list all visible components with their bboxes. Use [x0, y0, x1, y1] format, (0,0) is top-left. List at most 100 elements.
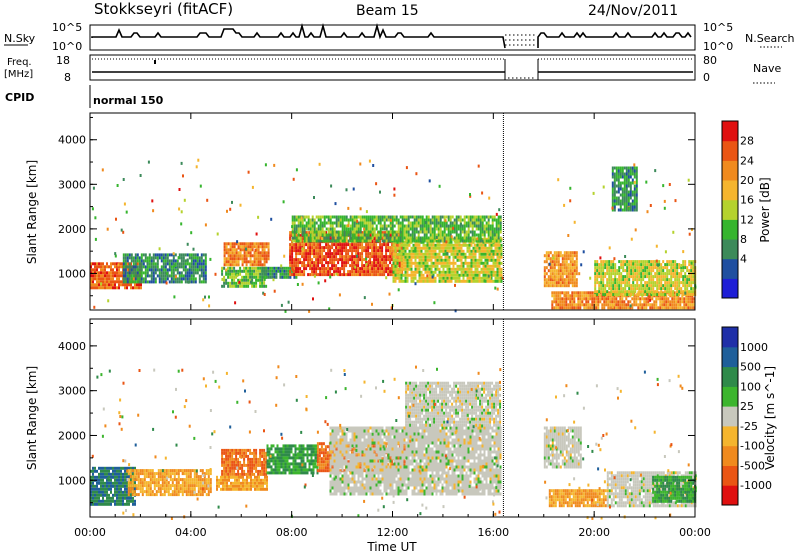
range-cell — [180, 222, 183, 226]
range-cell — [104, 277, 106, 281]
range-cell — [295, 246, 298, 250]
range-cell — [255, 263, 258, 267]
range-cell — [454, 270, 457, 274]
range-cell — [630, 260, 633, 264]
range-cell — [349, 218, 352, 222]
range-cell — [245, 242, 248, 246]
range-cell — [325, 267, 328, 271]
range-cell — [343, 270, 346, 274]
range-cell — [674, 260, 677, 264]
range-cell — [489, 230, 492, 234]
range-cell — [561, 254, 564, 258]
range-cell — [565, 263, 568, 267]
range-cell — [391, 273, 394, 277]
range-cell — [231, 257, 234, 261]
range-cell — [499, 227, 502, 231]
range-cell — [493, 215, 496, 219]
range-cell — [459, 224, 462, 228]
range-cell — [666, 266, 669, 270]
range-cell — [571, 303, 574, 307]
range-cell — [313, 243, 316, 247]
colorbar-tick-label: 8 — [740, 233, 747, 246]
range-cell — [194, 268, 197, 272]
range-cell — [140, 286, 142, 290]
range-cell — [148, 280, 151, 284]
range-cell — [437, 224, 440, 228]
range-cell — [499, 239, 502, 243]
range-cell — [383, 233, 386, 237]
range-cell — [454, 276, 457, 280]
range-cell — [587, 291, 590, 295]
range-cell — [664, 272, 667, 276]
range-cell — [623, 172, 626, 176]
range-cell — [365, 215, 368, 219]
range-cell — [553, 291, 556, 295]
range-cell — [280, 303, 283, 307]
range-cell — [118, 268, 120, 272]
range-cell — [665, 297, 668, 301]
range-cell — [672, 290, 675, 294]
range-cell — [158, 271, 161, 275]
range-cell — [156, 259, 159, 263]
range-cell — [263, 248, 266, 252]
range-cell — [223, 248, 226, 252]
range-cell — [565, 284, 568, 288]
range-cell — [341, 239, 344, 243]
range-cell — [118, 274, 120, 278]
range-cell — [646, 281, 649, 285]
range-cell — [565, 300, 568, 304]
range-cell — [398, 279, 401, 283]
range-cell — [371, 227, 374, 231]
range-cell — [485, 224, 488, 228]
range-cell — [96, 490, 98, 494]
range-cell — [473, 236, 476, 240]
range-cell — [487, 215, 490, 219]
range-cell — [431, 230, 434, 234]
range-cell — [122, 265, 125, 269]
range-cell — [611, 181, 614, 185]
range-cell — [591, 303, 594, 307]
range-cell — [551, 306, 554, 310]
range-cell — [255, 248, 258, 252]
range-cell — [483, 224, 486, 228]
range-cell — [410, 267, 413, 271]
range-cell — [601, 297, 604, 301]
range-cell — [399, 239, 402, 243]
range-cell — [424, 279, 427, 283]
range-cell — [596, 281, 599, 285]
range-cell — [612, 290, 615, 294]
range-cell — [277, 269, 280, 273]
range-cell — [351, 270, 354, 274]
range-cell — [231, 254, 234, 258]
range-cell — [490, 255, 493, 259]
range-cell — [130, 268, 133, 272]
range-cell — [357, 267, 360, 271]
range-cell — [639, 300, 642, 304]
range-cell — [235, 242, 238, 246]
range-cell — [106, 283, 108, 287]
range-cell — [648, 287, 651, 291]
range-cell — [313, 239, 316, 243]
range-cell — [610, 263, 613, 267]
range-cell — [660, 269, 663, 273]
range-cell — [357, 215, 360, 219]
range-cell — [632, 262, 635, 266]
range-cell — [186, 253, 189, 257]
range-cell — [571, 300, 574, 304]
range-cell — [481, 227, 484, 231]
range-cell — [251, 248, 254, 252]
range-cell — [128, 268, 131, 272]
range-cell — [357, 227, 360, 231]
nave-label: Nave — [753, 62, 781, 75]
range-cell — [227, 248, 230, 252]
range-cell — [647, 300, 650, 304]
range-cell — [289, 275, 292, 279]
range-cell — [449, 233, 452, 237]
range-cell — [608, 266, 611, 270]
range-cell — [563, 263, 566, 267]
range-cell — [454, 261, 457, 265]
range-cell — [465, 224, 468, 228]
range-cell — [259, 242, 262, 246]
range-cell — [92, 484, 94, 488]
range-cell — [233, 266, 236, 270]
